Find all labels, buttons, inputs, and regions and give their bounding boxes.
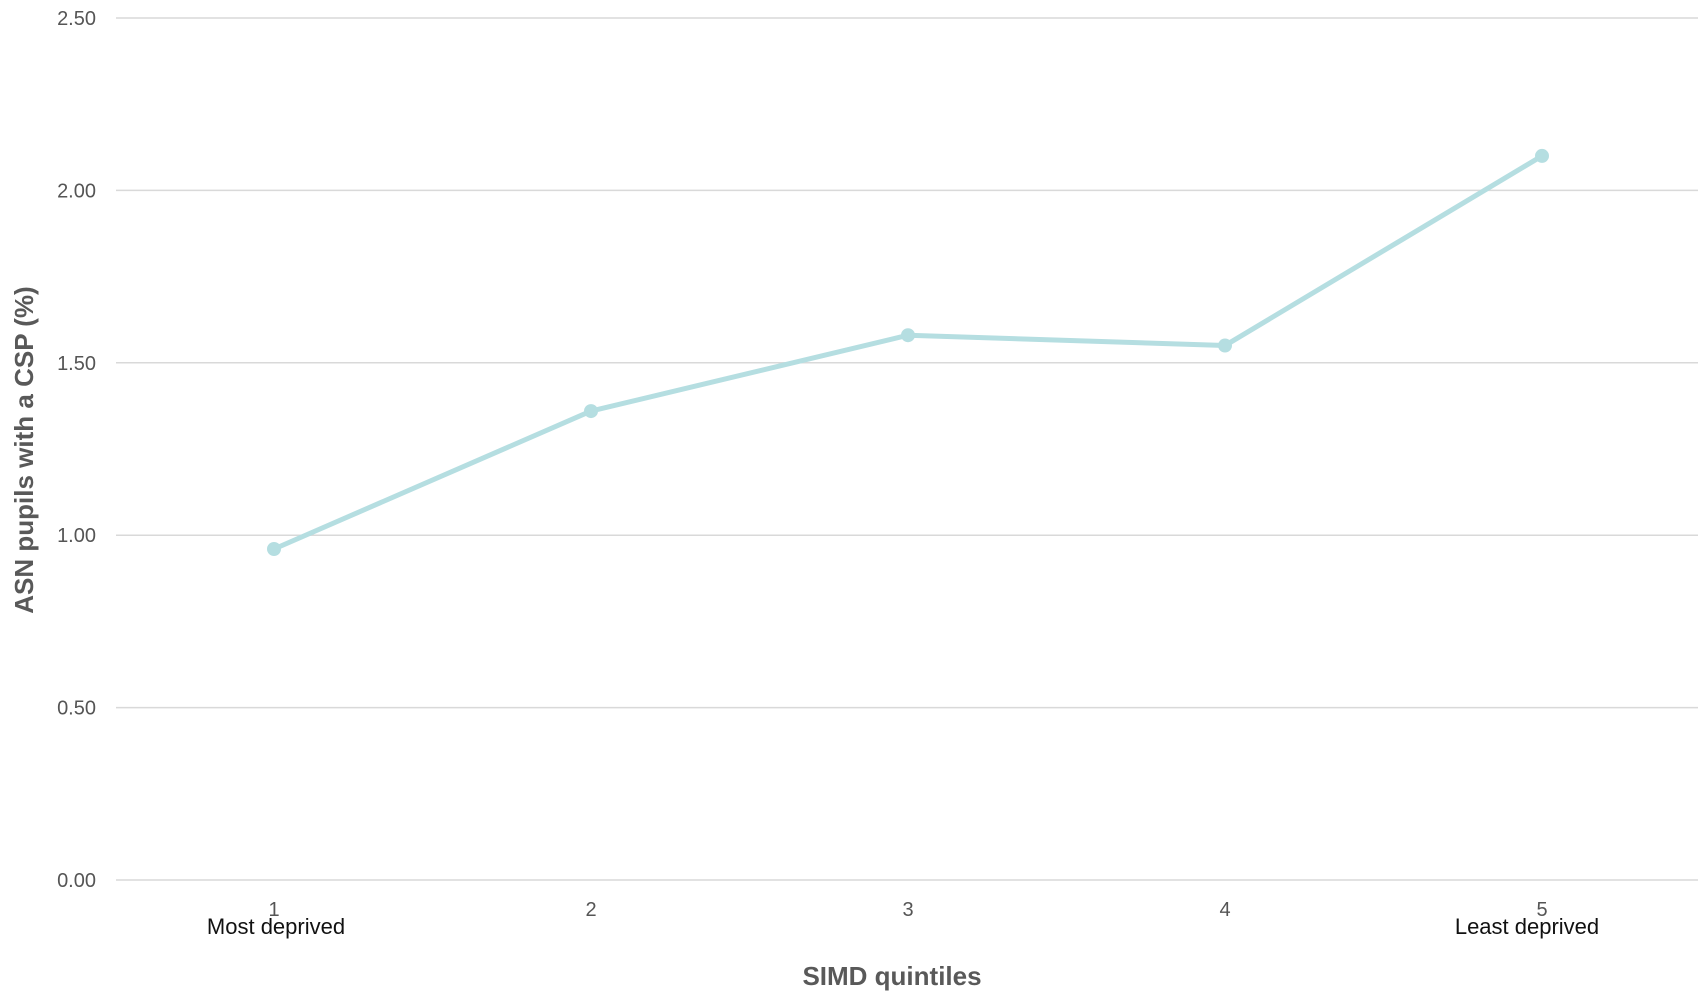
y-tick-label: 0.50 bbox=[57, 698, 96, 720]
data-point bbox=[1218, 338, 1232, 353]
y-tick-label: 1.50 bbox=[57, 353, 96, 375]
data-point bbox=[584, 404, 598, 419]
y-axis-title: ASN pupils with a CSP (%) bbox=[9, 286, 39, 613]
y-tick-label: 1.00 bbox=[57, 525, 96, 547]
x-tick-label: 4 bbox=[1219, 899, 1230, 921]
x-tick-label: 2 bbox=[585, 899, 596, 921]
x-tick-label: 5 bbox=[1536, 899, 1547, 921]
x-tick-label: 3 bbox=[902, 899, 913, 921]
y-tick-label: 0.00 bbox=[57, 870, 96, 892]
gridlines bbox=[116, 17, 1698, 881]
x-axis-title: SIMD quintiles bbox=[802, 961, 981, 991]
series-line-path bbox=[271, 153, 1545, 552]
data-point bbox=[267, 541, 281, 556]
y-tick-labels: 0.00 0.50 1.00 1.50 2.00 2.50 bbox=[57, 8, 96, 892]
y-tick-label: 2.50 bbox=[57, 8, 96, 30]
x-tick-labels: 1 2 3 4 5 bbox=[268, 899, 1547, 921]
data-point bbox=[901, 328, 915, 343]
data-point bbox=[1535, 148, 1549, 163]
y-tick-label: 2.00 bbox=[57, 180, 96, 202]
x-tick-label: 1 bbox=[268, 899, 279, 921]
most-deprived-label: Most deprived bbox=[207, 914, 345, 939]
least-deprived-label: Least deprived bbox=[1455, 914, 1599, 939]
series-line bbox=[267, 148, 1549, 556]
